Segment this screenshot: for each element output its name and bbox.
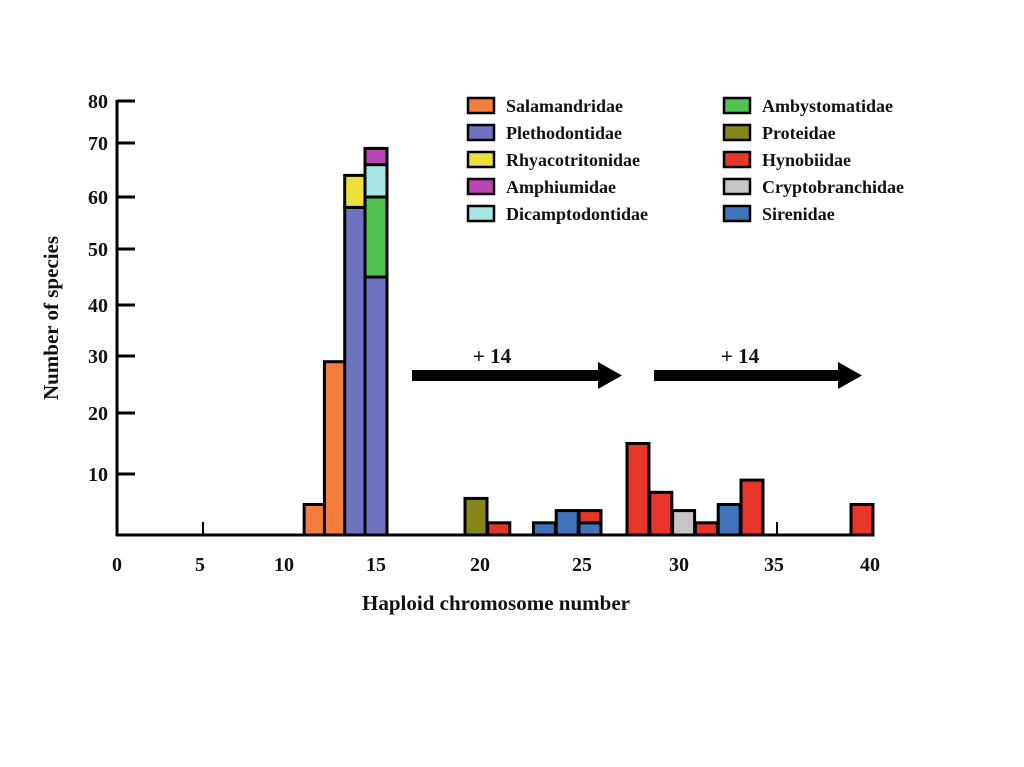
x-tick-label: 5 <box>195 554 205 576</box>
y-tick-label: 30 <box>88 346 108 368</box>
legend-label: Sirenidae <box>762 204 835 224</box>
legend-swatch <box>722 123 752 142</box>
legend-label: Ambystomatidae <box>762 96 893 116</box>
arrow-shaft <box>654 370 840 381</box>
x-tick-label: 0 <box>112 554 122 576</box>
bar-hynobiidae-31 <box>693 521 719 537</box>
bar-plethodontidae-14 <box>343 205 369 537</box>
legend-label: Amphiumidae <box>506 177 616 197</box>
x-axis-title: Haploid chromosome number <box>362 591 630 615</box>
bar-dicamptodontidae-15 <box>363 163 389 199</box>
legend-label: Dicamptodontidae <box>506 204 648 224</box>
x-tick-label: 40 <box>860 554 880 576</box>
y-tick-label: 60 <box>88 187 108 209</box>
bar-plethodontidae-15 <box>363 275 389 537</box>
legend-swatch <box>466 123 496 142</box>
bar-rhyacotritonidae-14 <box>343 173 369 209</box>
bar-proteidae-20 <box>463 496 489 537</box>
legend-swatch <box>466 177 496 196</box>
x-tick-label: 30 <box>669 554 689 576</box>
axes <box>115 100 874 537</box>
x-tick-label: 15 <box>366 554 386 576</box>
x-tick-label: 20 <box>470 554 490 576</box>
bar-sirenidae-23 <box>531 521 557 537</box>
y-tick-label: 80 <box>88 91 108 113</box>
y-tick-label: 40 <box>88 295 108 317</box>
legend-swatch <box>722 177 752 196</box>
y-tick-label: 20 <box>88 403 108 425</box>
bar-hynobiidae-25 <box>577 509 603 525</box>
legend-label: Proteidae <box>762 123 836 143</box>
legend-label: Salamandridae <box>506 96 623 116</box>
bar-sirenidae-32 <box>716 503 742 537</box>
x-tick-label: 25 <box>572 554 592 576</box>
y-tick-label: 70 <box>88 133 108 155</box>
bars-layer <box>302 146 875 537</box>
arrow-annotation: + 14 <box>654 344 862 389</box>
y-tick-label: 50 <box>88 239 108 261</box>
bar-salamandridae-13 <box>322 360 348 537</box>
arrow-right-icon <box>838 362 862 389</box>
bar-sirenidae-25 <box>577 521 603 537</box>
legend-label: Cryptobranchidae <box>762 177 904 197</box>
bar-hynobiidae-28 <box>625 442 651 537</box>
bar-salamandridae-12 <box>302 503 328 537</box>
arrow-annotation: + 14 <box>412 344 622 389</box>
arrow-right-icon <box>598 362 622 389</box>
annotation-label: + 14 <box>721 344 760 368</box>
y-ticks: 10 20 30 40 50 60 70 80 <box>88 91 135 486</box>
x-ticks: 0 5 10 15 20 25 30 35 40 <box>112 522 880 576</box>
legend-swatch <box>722 96 752 115</box>
bar-ambystomatidae-15 <box>363 195 389 279</box>
y-axis-title: Number of species <box>39 236 63 400</box>
legend-swatch <box>466 96 496 115</box>
legend-label: Plethodontidae <box>506 123 622 143</box>
annotations: + 14 + 14 <box>412 344 862 389</box>
bar-hynobiidae-33 <box>739 478 765 537</box>
legend-label: Rhyacotritonidae <box>506 150 640 170</box>
legend: Salamandridae Plethodontidae Rhyacotritoni… <box>466 96 904 224</box>
annotation-label: + 14 <box>473 344 512 368</box>
bar-amphiumidae-15 <box>363 146 389 167</box>
legend-swatch <box>722 204 752 223</box>
bar-cryptobranchidae-30 <box>671 509 697 537</box>
y-tick-label: 10 <box>88 464 108 486</box>
arrow-shaft <box>412 370 600 381</box>
bar-hynobiidae-40 <box>849 503 875 537</box>
legend-swatch <box>722 150 752 169</box>
legend-label: Hynobiidae <box>762 150 851 170</box>
x-tick-label: 10 <box>274 554 294 576</box>
bar-sirenidae-24 <box>554 509 580 537</box>
legend-swatch <box>466 204 496 223</box>
bar-hynobiidae-21 <box>486 521 512 537</box>
x-tick-label: 35 <box>764 554 784 576</box>
legend-swatch <box>466 150 496 169</box>
bar-hynobiidae-29 <box>648 490 674 537</box>
